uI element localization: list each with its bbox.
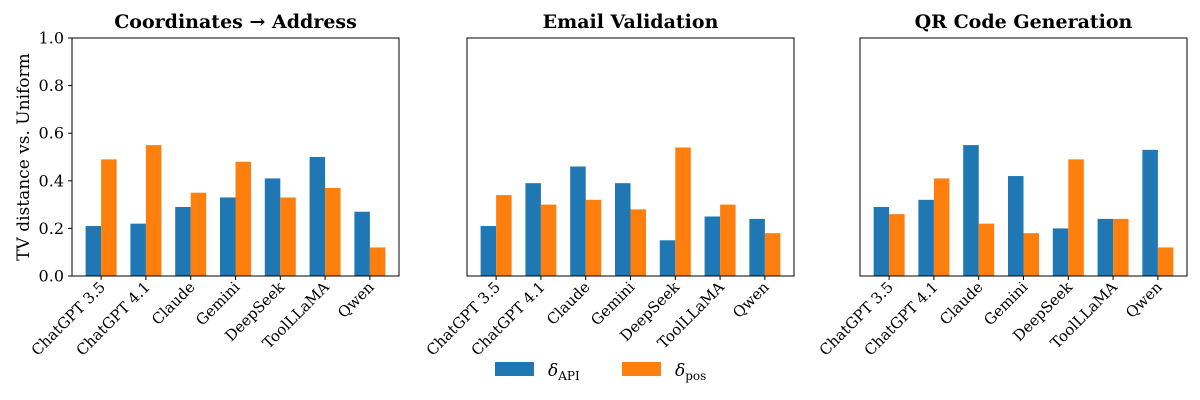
bar-pos-3 (1023, 233, 1039, 276)
y-tick-label: 0.8 (39, 76, 64, 95)
bar-pos-2 (585, 199, 602, 276)
y-tick-label: 0.4 (39, 171, 64, 190)
x-tick-label: Claude (936, 278, 987, 329)
bar-pos-0 (496, 195, 512, 276)
bar-api-4 (659, 240, 676, 276)
bar-pos-5 (720, 204, 736, 276)
bar-pos-1 (933, 178, 950, 276)
chart-panel-1: Coordinates → Address 0.0 0.2 0.4 0.6 0.8 1.0 T… (14, 11, 400, 359)
bar-pos-4 (1068, 159, 1084, 276)
bar-api-0 (873, 206, 890, 276)
legend-item-API: δAPI (495, 361, 580, 383)
bar-api-4 (264, 178, 281, 276)
bar-api-5 (1097, 218, 1114, 276)
legend-label: δAPI (548, 361, 580, 383)
legend-subscript: pos (685, 369, 706, 383)
y-tick-label: 0.2 (39, 219, 64, 238)
bar-pos-0 (889, 214, 905, 276)
bar-pos-5 (1113, 218, 1129, 276)
legend: δAPI δpos (495, 361, 706, 383)
bar-api-6 (1142, 149, 1158, 276)
y-tick-label: 0.0 (39, 267, 64, 286)
bar-api-0 (85, 226, 102, 276)
bar-api-1 (918, 199, 934, 276)
bar-api-6 (354, 211, 370, 276)
legend-swatch (622, 362, 661, 376)
bar-pos-4 (280, 197, 296, 276)
bar-api-5 (704, 216, 721, 276)
bar-api-2 (175, 206, 191, 276)
bar-api-1 (525, 183, 541, 276)
bar-api-1 (130, 223, 146, 276)
x-tick-label: Qwen (334, 278, 378, 322)
bar-pos-6 (1157, 247, 1174, 276)
x-tick-label: Qwen (1122, 278, 1166, 322)
legend-swatch (495, 362, 534, 376)
legend-symbol: δ (548, 361, 558, 381)
chart-title: Coordinates → Address (114, 11, 357, 33)
legend-label: δpos (675, 361, 706, 383)
bar-api-0 (480, 226, 497, 276)
bar-pos-2 (978, 223, 995, 276)
x-tick-label: Claude (543, 278, 594, 329)
bar-api-3 (220, 197, 236, 276)
legend-item-pos: δpos (622, 361, 706, 383)
bar-pos-0 (101, 159, 117, 276)
chart-title: Email Validation (543, 11, 719, 33)
x-tick-label: Qwen (729, 278, 773, 322)
legend-subscript: API (557, 369, 580, 383)
bar-api-2 (963, 145, 979, 276)
legend-symbol: δ (675, 361, 685, 381)
bar-api-5 (309, 157, 326, 276)
x-tick-label: Claude (148, 278, 199, 329)
chart-title: QR Code Generation (915, 11, 1133, 33)
bar-pos-6 (764, 233, 781, 276)
bar-api-3 (615, 183, 631, 276)
bar-pos-3 (235, 161, 251, 276)
bar-pos-2 (190, 192, 207, 276)
y-tick-label: 0.6 (39, 124, 64, 143)
bar-pos-3 (630, 209, 646, 276)
bar-api-4 (1052, 228, 1069, 276)
bar-pos-1 (540, 204, 557, 276)
y-axis-label: TV distance vs. Uniform (14, 53, 34, 261)
bar-pos-1 (145, 145, 162, 276)
bar-pos-5 (325, 187, 341, 276)
bar-pos-4 (675, 147, 691, 276)
bar-api-2 (570, 166, 586, 276)
y-tick-label: 1.0 (39, 29, 64, 48)
bar-api-3 (1008, 176, 1024, 276)
bar-pos-6 (369, 247, 386, 276)
bar-api-6 (749, 218, 765, 276)
